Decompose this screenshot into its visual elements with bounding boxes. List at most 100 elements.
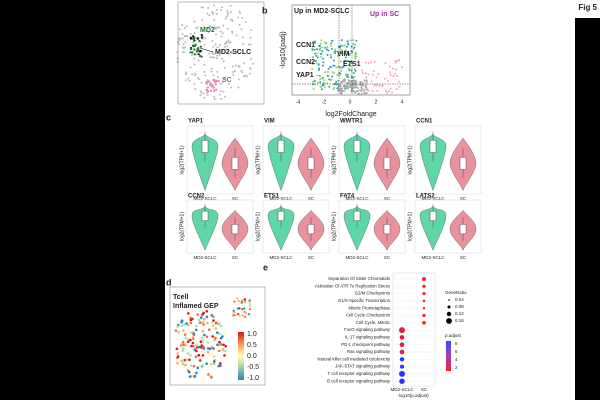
umap-point	[187, 77, 190, 80]
umap-point	[182, 329, 185, 332]
volcano-point	[383, 77, 386, 80]
label: MD2-SCLC	[215, 49, 251, 56]
scale-tick: -0.5	[247, 364, 259, 371]
volcano-point	[354, 91, 357, 94]
umap-point	[185, 34, 188, 37]
volcano-point	[352, 83, 355, 86]
md2-point	[196, 37, 199, 40]
umap-point	[219, 90, 222, 93]
umap-point	[198, 321, 202, 325]
volcano-point	[349, 60, 352, 63]
volcano-point	[318, 44, 321, 47]
umap-point	[219, 336, 223, 340]
umap-point	[220, 35, 223, 38]
umap-point	[247, 313, 250, 316]
volcano-point	[384, 90, 387, 93]
umap-point	[212, 4, 215, 7]
umap-point	[237, 64, 240, 67]
volcano-point	[350, 88, 353, 91]
pathway: FoxO signaling pathway	[344, 327, 391, 332]
umap-point	[203, 96, 206, 99]
volcano-point	[330, 42, 333, 45]
umap-point	[216, 26, 219, 29]
umap-point	[201, 354, 205, 357]
volcano-point	[349, 39, 352, 42]
volcano-point	[311, 83, 314, 86]
volcano-point	[322, 61, 325, 64]
umap-point	[200, 81, 203, 84]
umap-point	[223, 77, 226, 80]
umap-point	[215, 8, 218, 11]
volcano-point	[316, 56, 319, 59]
umap-point	[196, 76, 199, 79]
umap-point	[223, 349, 227, 353]
axis-label: log2FoldChange	[325, 111, 376, 118]
volcano-point	[388, 65, 391, 68]
scale-tick: 0.0	[247, 353, 257, 360]
umap-point	[234, 313, 237, 317]
umap-point	[189, 364, 193, 367]
x-tick: 2	[375, 99, 378, 105]
umap-point	[221, 32, 224, 35]
volcano-point	[343, 85, 346, 88]
umap-point	[222, 343, 225, 347]
umap-point	[231, 32, 234, 35]
sc-point	[217, 79, 220, 83]
volcano-point	[337, 89, 340, 92]
volcano-point	[329, 44, 332, 47]
volcano-point	[388, 90, 391, 93]
violin	[267, 133, 295, 192]
volcano-point	[350, 69, 353, 72]
md2-point	[193, 44, 196, 48]
umap-point	[241, 305, 244, 308]
umap-point	[210, 346, 214, 349]
box	[383, 157, 391, 170]
umap-point	[206, 321, 209, 325]
umap-point	[243, 315, 246, 319]
umap-point	[219, 8, 222, 11]
umap-point	[181, 46, 184, 49]
umap-point	[201, 320, 205, 324]
umap-point	[192, 345, 195, 348]
volcano-point	[351, 50, 354, 53]
volcano-point	[311, 80, 314, 83]
umap-point	[234, 64, 237, 67]
md2-point	[195, 50, 199, 53]
md2-point	[193, 48, 196, 51]
umap-point	[218, 93, 221, 96]
dot	[399, 349, 405, 355]
violin	[419, 206, 447, 251]
umap-point	[206, 341, 210, 344]
umap-point	[218, 340, 221, 344]
volcano-point	[352, 39, 355, 42]
umap-point	[232, 74, 235, 77]
volcano-point	[315, 48, 318, 51]
volcano-point	[319, 55, 322, 58]
umap-point	[207, 30, 210, 33]
umap-point	[230, 18, 233, 21]
dot	[422, 292, 426, 296]
legend-label: 0.16	[455, 318, 464, 323]
pathway: Cell Cycle, Mitotic	[356, 320, 391, 325]
volcano-point	[331, 70, 334, 73]
volcano-point	[331, 75, 334, 78]
md2-point	[193, 53, 196, 56]
volcano-point	[336, 73, 339, 76]
volcano-point	[337, 65, 340, 68]
volcano-point	[373, 84, 376, 87]
umap-point	[238, 314, 241, 317]
umap-point	[176, 352, 180, 355]
axis-label: log2(TPM+1)	[331, 212, 337, 241]
volcano-point	[355, 86, 358, 89]
umap-point	[185, 25, 188, 28]
volcano-point	[325, 48, 328, 51]
volcano-point	[327, 67, 330, 70]
umap-point	[231, 65, 234, 68]
volcano-point	[338, 66, 341, 69]
volcano-point	[318, 67, 321, 70]
umap-point	[188, 375, 192, 378]
volcano-point	[361, 69, 364, 72]
dot	[399, 370, 405, 377]
umap-point	[221, 50, 224, 53]
dot	[422, 299, 426, 303]
